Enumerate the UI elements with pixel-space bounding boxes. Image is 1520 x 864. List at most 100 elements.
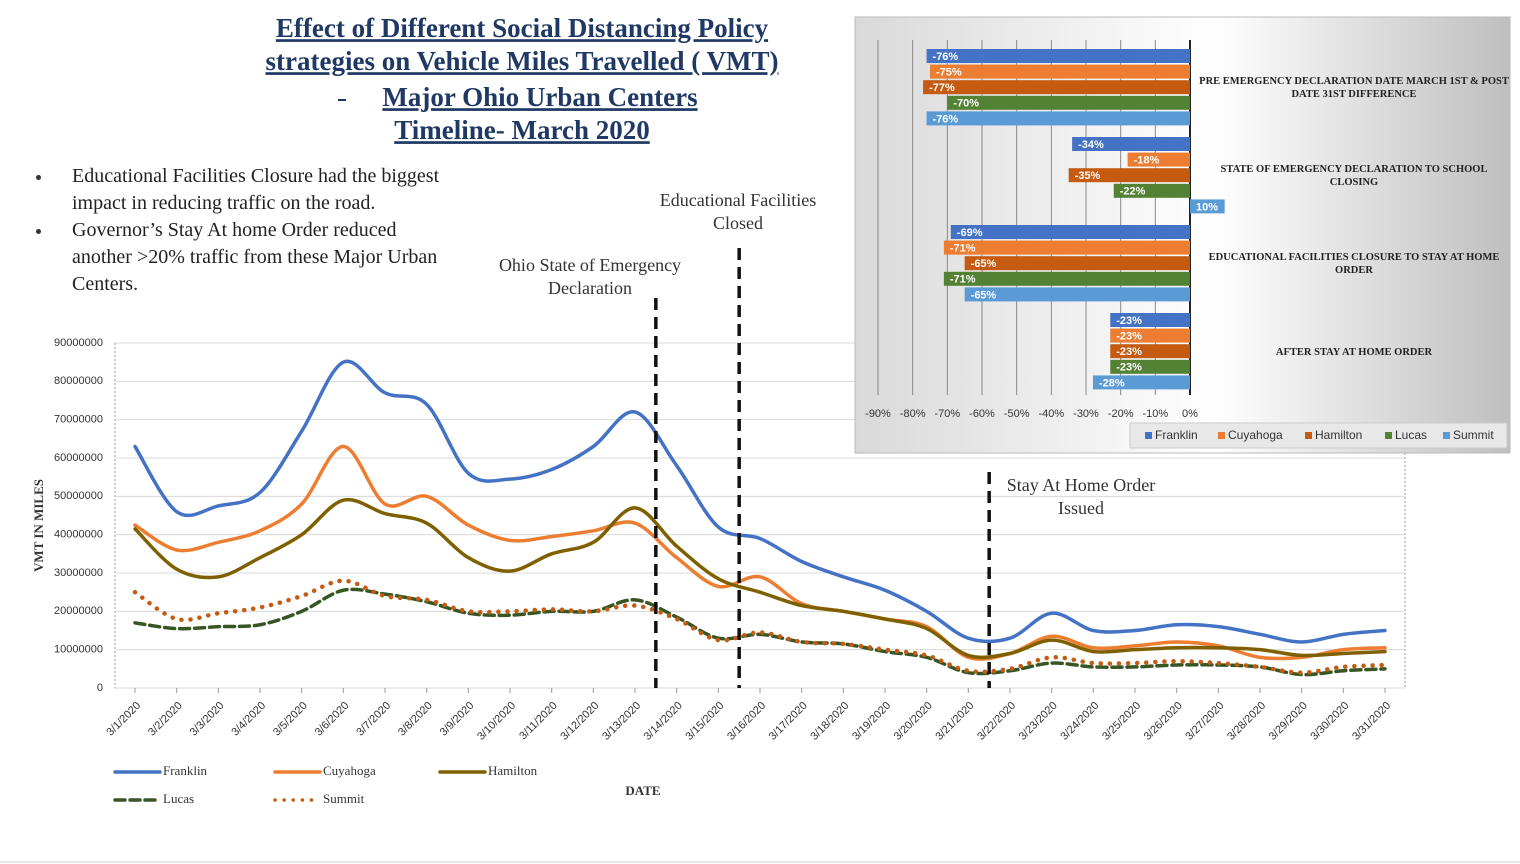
category-box: PRE EMERGENCY DECLARATION DATE MARCH 1ST… xyxy=(1199,76,1509,100)
bar xyxy=(1092,375,1190,390)
x-tick-label: -10% xyxy=(1142,408,1168,420)
x-tick-label: 3/19/2020 xyxy=(850,700,893,743)
legend-label: Hamilton xyxy=(1315,428,1362,442)
category-box: STATE OF EMERGENCY DECLARATION TO SCHOOL… xyxy=(1220,164,1488,188)
series-line xyxy=(132,578,1388,675)
series-line xyxy=(133,444,1387,661)
bar xyxy=(964,287,1190,302)
value-label: -71% xyxy=(950,243,976,255)
y-tick-label: 50000000 xyxy=(54,490,103,502)
bar xyxy=(923,80,1190,95)
y-axis-label: VMT IN MILES xyxy=(31,479,46,572)
series-line xyxy=(133,587,1387,677)
x-tick-label: 3/18/2020 xyxy=(808,700,851,743)
y-tick-label: 0 xyxy=(97,682,103,694)
x-tick-label: 3/1/2020 xyxy=(104,700,143,739)
category-label: EDUCATIONAL FACILITIES CLOSURE TO STAY A… xyxy=(1208,252,1500,276)
bar xyxy=(1110,359,1190,374)
x-tick-label: 3/21/2020 xyxy=(933,700,976,743)
x-tick-label: 0% xyxy=(1182,408,1198,420)
value-label: -65% xyxy=(971,258,997,270)
x-axis-label: DATE xyxy=(625,783,660,798)
x-tick-label: 3/11/2020 xyxy=(517,700,560,743)
value-label: -23% xyxy=(1116,315,1142,327)
value-label: -28% xyxy=(1099,377,1125,389)
value-label: -23% xyxy=(1116,331,1142,343)
y-tick-label: 20000000 xyxy=(54,605,103,617)
x-tick-label: 3/20/2020 xyxy=(892,700,935,743)
value-label: -22% xyxy=(1120,186,1146,198)
legend-label: Franklin xyxy=(1155,428,1198,442)
title-line: strategies on Vehicle Miles Travelled ( … xyxy=(266,46,779,76)
title-line: Timeline- March 2020 xyxy=(394,115,649,145)
category-label: AFTER STAY AT HOME ORDER xyxy=(1275,346,1433,358)
bar xyxy=(1110,344,1190,359)
bar xyxy=(926,49,1190,63)
value-label: -18% xyxy=(1134,155,1160,167)
bar xyxy=(1127,152,1190,167)
annotation: Stay At Home Order xyxy=(1007,475,1155,495)
legend-label: Lucas xyxy=(1395,428,1427,442)
x-tick-label: 3/15/2020 xyxy=(683,700,726,743)
bar xyxy=(1113,183,1190,198)
bar xyxy=(964,256,1190,271)
series-line xyxy=(133,497,1387,660)
legend-label: Cuyahoga xyxy=(323,763,376,778)
x-tick-label: -80% xyxy=(900,408,926,420)
x-tick-label: 3/28/2020 xyxy=(1225,700,1268,743)
category-label: STATE OF EMERGENCY DECLARATION TO SCHOOL… xyxy=(1220,164,1488,188)
x-tick-label: 3/31/2020 xyxy=(1350,700,1393,743)
y-tick-label: 10000000 xyxy=(54,644,103,656)
legend-swatch xyxy=(1305,432,1312,439)
value-label: -35% xyxy=(1075,170,1101,182)
category-box: EDUCATIONAL FACILITIES CLOSURE TO STAY A… xyxy=(1208,252,1500,276)
value-label: -69% xyxy=(957,227,983,239)
legend-swatch xyxy=(1443,432,1450,439)
x-tick-label: 3/14/2020 xyxy=(642,700,685,743)
legend-label: Franklin xyxy=(163,763,208,778)
bullet-list: Educational Facilities Closure had the b… xyxy=(30,163,440,298)
x-tick-label: 3/24/2020 xyxy=(1058,700,1101,743)
value-label: -76% xyxy=(933,51,959,63)
x-tick-label: 3/12/2020 xyxy=(558,700,601,743)
bar xyxy=(930,64,1190,79)
x-tick-label: 3/6/2020 xyxy=(313,700,352,739)
legend-swatch xyxy=(1385,432,1392,439)
bar xyxy=(926,111,1190,126)
category-box: AFTER STAY AT HOME ORDER xyxy=(1275,346,1433,358)
x-tick-label: 3/7/2020 xyxy=(354,700,393,739)
series-line xyxy=(133,359,1387,644)
value-label: -65% xyxy=(971,289,997,301)
bar xyxy=(947,95,1190,110)
y-tick-label: 60000000 xyxy=(54,452,103,464)
annotation: Ohio State of Emergency xyxy=(499,255,681,275)
bar xyxy=(943,240,1190,255)
value-label: 10% xyxy=(1196,201,1218,213)
bar xyxy=(1110,313,1190,327)
x-tick-label: 3/4/2020 xyxy=(229,700,268,739)
legend-label: Summit xyxy=(1453,428,1494,442)
value-label: -70% xyxy=(953,98,979,110)
bar xyxy=(943,271,1190,286)
bullet-dot xyxy=(36,229,41,234)
bar xyxy=(950,225,1190,239)
bullet-text: Educational Facilities Closure had the b… xyxy=(72,165,440,214)
bullet-dot xyxy=(36,175,41,180)
annotation: Issued xyxy=(1058,498,1104,518)
x-tick-label: 3/26/2020 xyxy=(1142,700,1185,743)
value-label: -34% xyxy=(1078,139,1104,151)
annotation: Educational Facilities xyxy=(660,190,816,210)
value-label: -76% xyxy=(933,113,959,125)
x-tick-label: 3/9/2020 xyxy=(438,700,477,739)
category-label: PRE EMERGENCY DECLARATION DATE MARCH 1ST… xyxy=(1199,76,1509,100)
x-tick-label: 3/10/2020 xyxy=(475,700,518,743)
x-tick-label: -20% xyxy=(1108,408,1134,420)
value-label: -75% xyxy=(936,67,962,79)
x-tick-label: 3/2/2020 xyxy=(146,700,185,739)
legend-label: Hamilton xyxy=(488,763,538,778)
legend-label: Lucas xyxy=(163,791,194,806)
value-label: -23% xyxy=(1116,346,1142,358)
y-tick-label: 70000000 xyxy=(54,414,103,426)
